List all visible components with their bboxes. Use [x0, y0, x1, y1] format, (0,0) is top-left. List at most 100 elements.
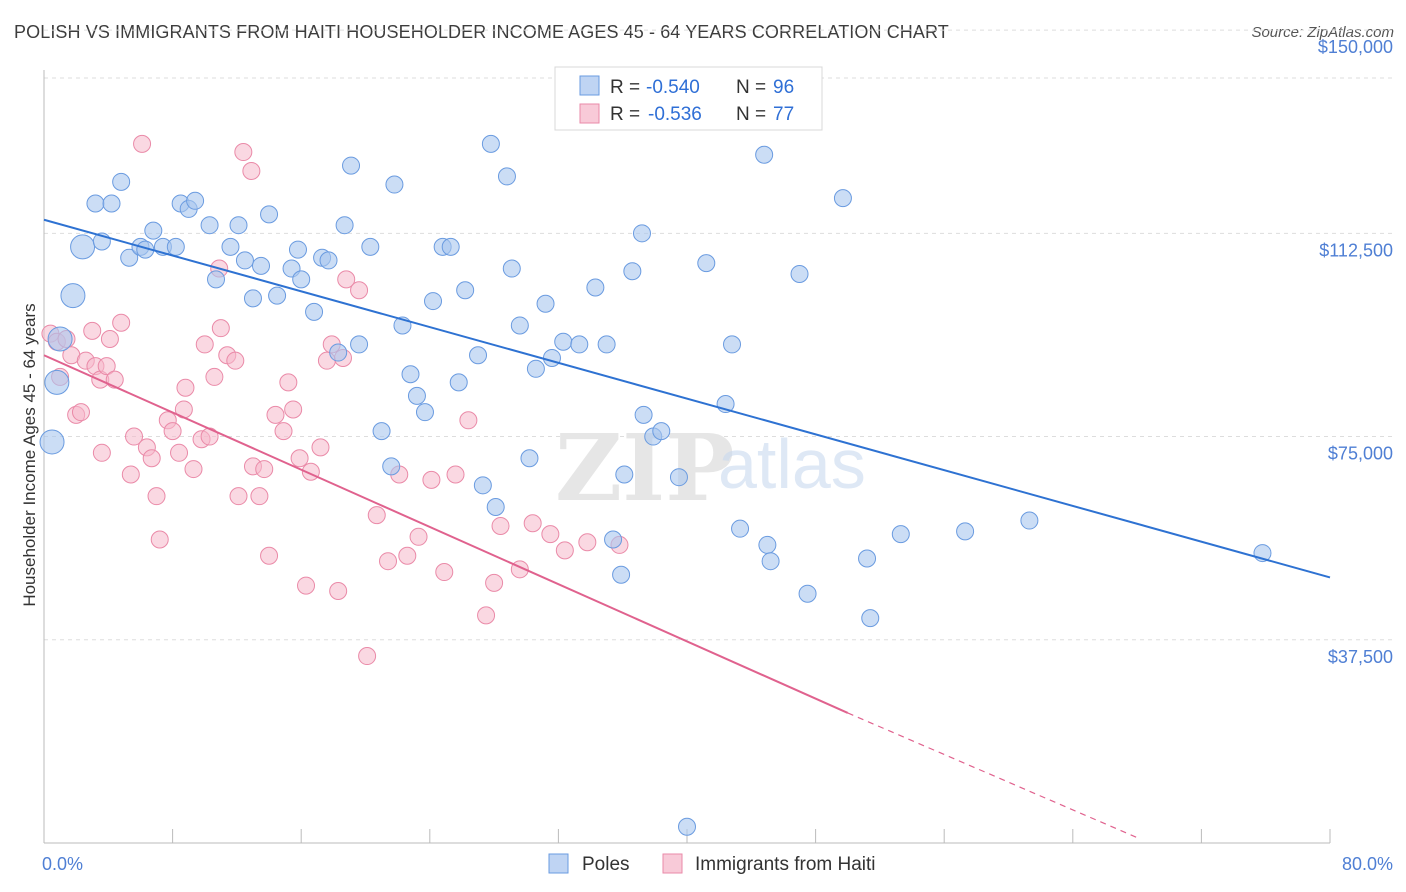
haiti-point [358, 647, 377, 666]
y-tick-label: $75,000 [1328, 444, 1393, 464]
poles-point [761, 552, 780, 571]
haiti-point [435, 563, 454, 582]
poles-point [554, 332, 573, 351]
poles-point [604, 530, 623, 549]
poles-point [361, 237, 380, 256]
haiti-point [290, 449, 309, 468]
poles-point [891, 525, 910, 544]
haiti-point [446, 465, 465, 484]
legend-n-label-poles: N = [736, 77, 766, 98]
poles-point [833, 189, 852, 208]
poles-point [319, 251, 338, 270]
haiti-point [184, 460, 203, 479]
haiti-point [150, 530, 169, 549]
haiti-point [105, 370, 124, 389]
poles-point [449, 373, 468, 392]
poles-trend-line [43, 218, 1331, 579]
poles-point [221, 237, 240, 256]
poles-point [755, 145, 774, 164]
haiti-point [398, 546, 417, 565]
x-tick-label-max: 80.0% [1342, 854, 1393, 874]
trend-lines [43, 218, 1331, 839]
poles-point [861, 609, 880, 628]
poles-point [723, 335, 742, 354]
poles-point [186, 191, 205, 210]
poles-point [956, 522, 975, 541]
haiti-trend-extension [847, 712, 1138, 839]
poles-point [632, 224, 651, 243]
haiti-point [242, 162, 261, 180]
chart-source: Source: ZipAtlas.com [1251, 24, 1394, 41]
poles-point [60, 283, 86, 309]
y-tick-label: $112,500 [1319, 240, 1393, 260]
poles-point [798, 584, 817, 603]
poles-point [342, 156, 361, 175]
haiti-point [409, 527, 428, 546]
poles-point [229, 216, 248, 235]
poles-point [382, 457, 401, 476]
poles-point [305, 302, 324, 321]
poles-point [526, 359, 545, 378]
poles-point [200, 216, 219, 235]
poles-point [47, 326, 73, 352]
poles-point [70, 234, 96, 260]
poles-point [243, 289, 262, 308]
haiti-point [274, 422, 293, 441]
haiti-point [71, 403, 90, 422]
haiti-point [297, 576, 316, 595]
bottom-legend-label-poles: Poles [582, 854, 630, 875]
haiti-point [205, 367, 224, 386]
haiti-point [142, 449, 161, 468]
haiti-point [97, 357, 116, 376]
poles-point [1020, 511, 1039, 530]
poles-point [385, 175, 404, 194]
haiti-point [176, 378, 195, 397]
poles-point [731, 519, 750, 538]
haiti-points [41, 134, 629, 666]
haiti-point [147, 487, 166, 506]
haiti-point [121, 465, 140, 484]
haiti-point [100, 330, 119, 348]
bottom-legend: Poles Immigrants from Haiti [548, 853, 876, 875]
haiti-point [170, 443, 189, 462]
x-tick-label-min: 0.0% [42, 854, 83, 874]
poles-point [44, 369, 70, 395]
legend-n-value-haiti: 77 [773, 104, 794, 125]
poles-point [678, 817, 696, 836]
poles-point [329, 343, 348, 362]
poles-point [424, 292, 443, 311]
poles-point [415, 403, 434, 422]
poles-point [652, 422, 671, 441]
haiti-point [329, 582, 348, 600]
poles-point [790, 264, 809, 283]
haiti-point [284, 400, 303, 419]
y-axis-label: Householder Income Ages 45 - 64 years [20, 303, 39, 606]
legend-r-value-poles: -0.540 [646, 77, 700, 98]
poles-point [570, 335, 589, 354]
poles-point [697, 254, 716, 273]
poles-point [441, 237, 460, 256]
poles-point [372, 422, 391, 441]
y-tick-label: $37,500 [1328, 647, 1393, 667]
legend-r-value-haiti: -0.536 [648, 104, 702, 125]
haiti-point [477, 606, 496, 625]
poles-point [758, 535, 777, 554]
poles-point [612, 565, 631, 584]
poles-point [112, 172, 131, 191]
haiti-point [555, 541, 574, 560]
poles-point [407, 386, 426, 405]
poles-point [86, 194, 105, 213]
haiti-point [255, 460, 274, 479]
poles-point [235, 251, 254, 270]
haiti-point [92, 443, 111, 462]
poles-point [456, 281, 475, 300]
poles-point [260, 205, 279, 224]
haiti-point [459, 411, 478, 430]
haiti-point [422, 470, 441, 489]
poles-point [497, 167, 516, 186]
poles-point [335, 216, 354, 235]
watermark-atlas: atlas [718, 425, 866, 503]
poles-point [520, 449, 539, 468]
y-tick-label: $150,000 [1318, 37, 1393, 57]
